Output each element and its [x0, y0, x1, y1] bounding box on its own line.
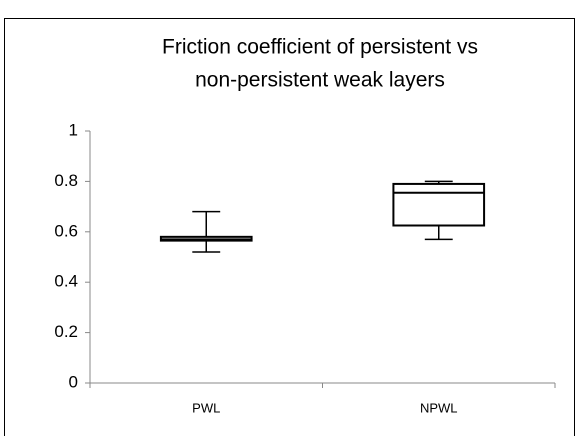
- chart-title: non-persistent weak layers: [195, 69, 445, 92]
- box: [392, 182, 486, 227]
- chart-title: Friction coefficient of persistent vs: [162, 36, 478, 59]
- x-tick-label: PWL: [192, 400, 220, 415]
- y-tick-label: 0.6: [54, 221, 78, 240]
- y-tick-label: 0.4: [54, 272, 78, 291]
- chart-border: [4, 18, 575, 436]
- y-tick-label: 1: [69, 120, 78, 139]
- y-tick-label: 0.8: [54, 171, 78, 190]
- y-tick-label: 0.2: [54, 322, 78, 341]
- x-tick-label: NPWL: [420, 400, 458, 415]
- y-tick-label: 0: [69, 372, 78, 391]
